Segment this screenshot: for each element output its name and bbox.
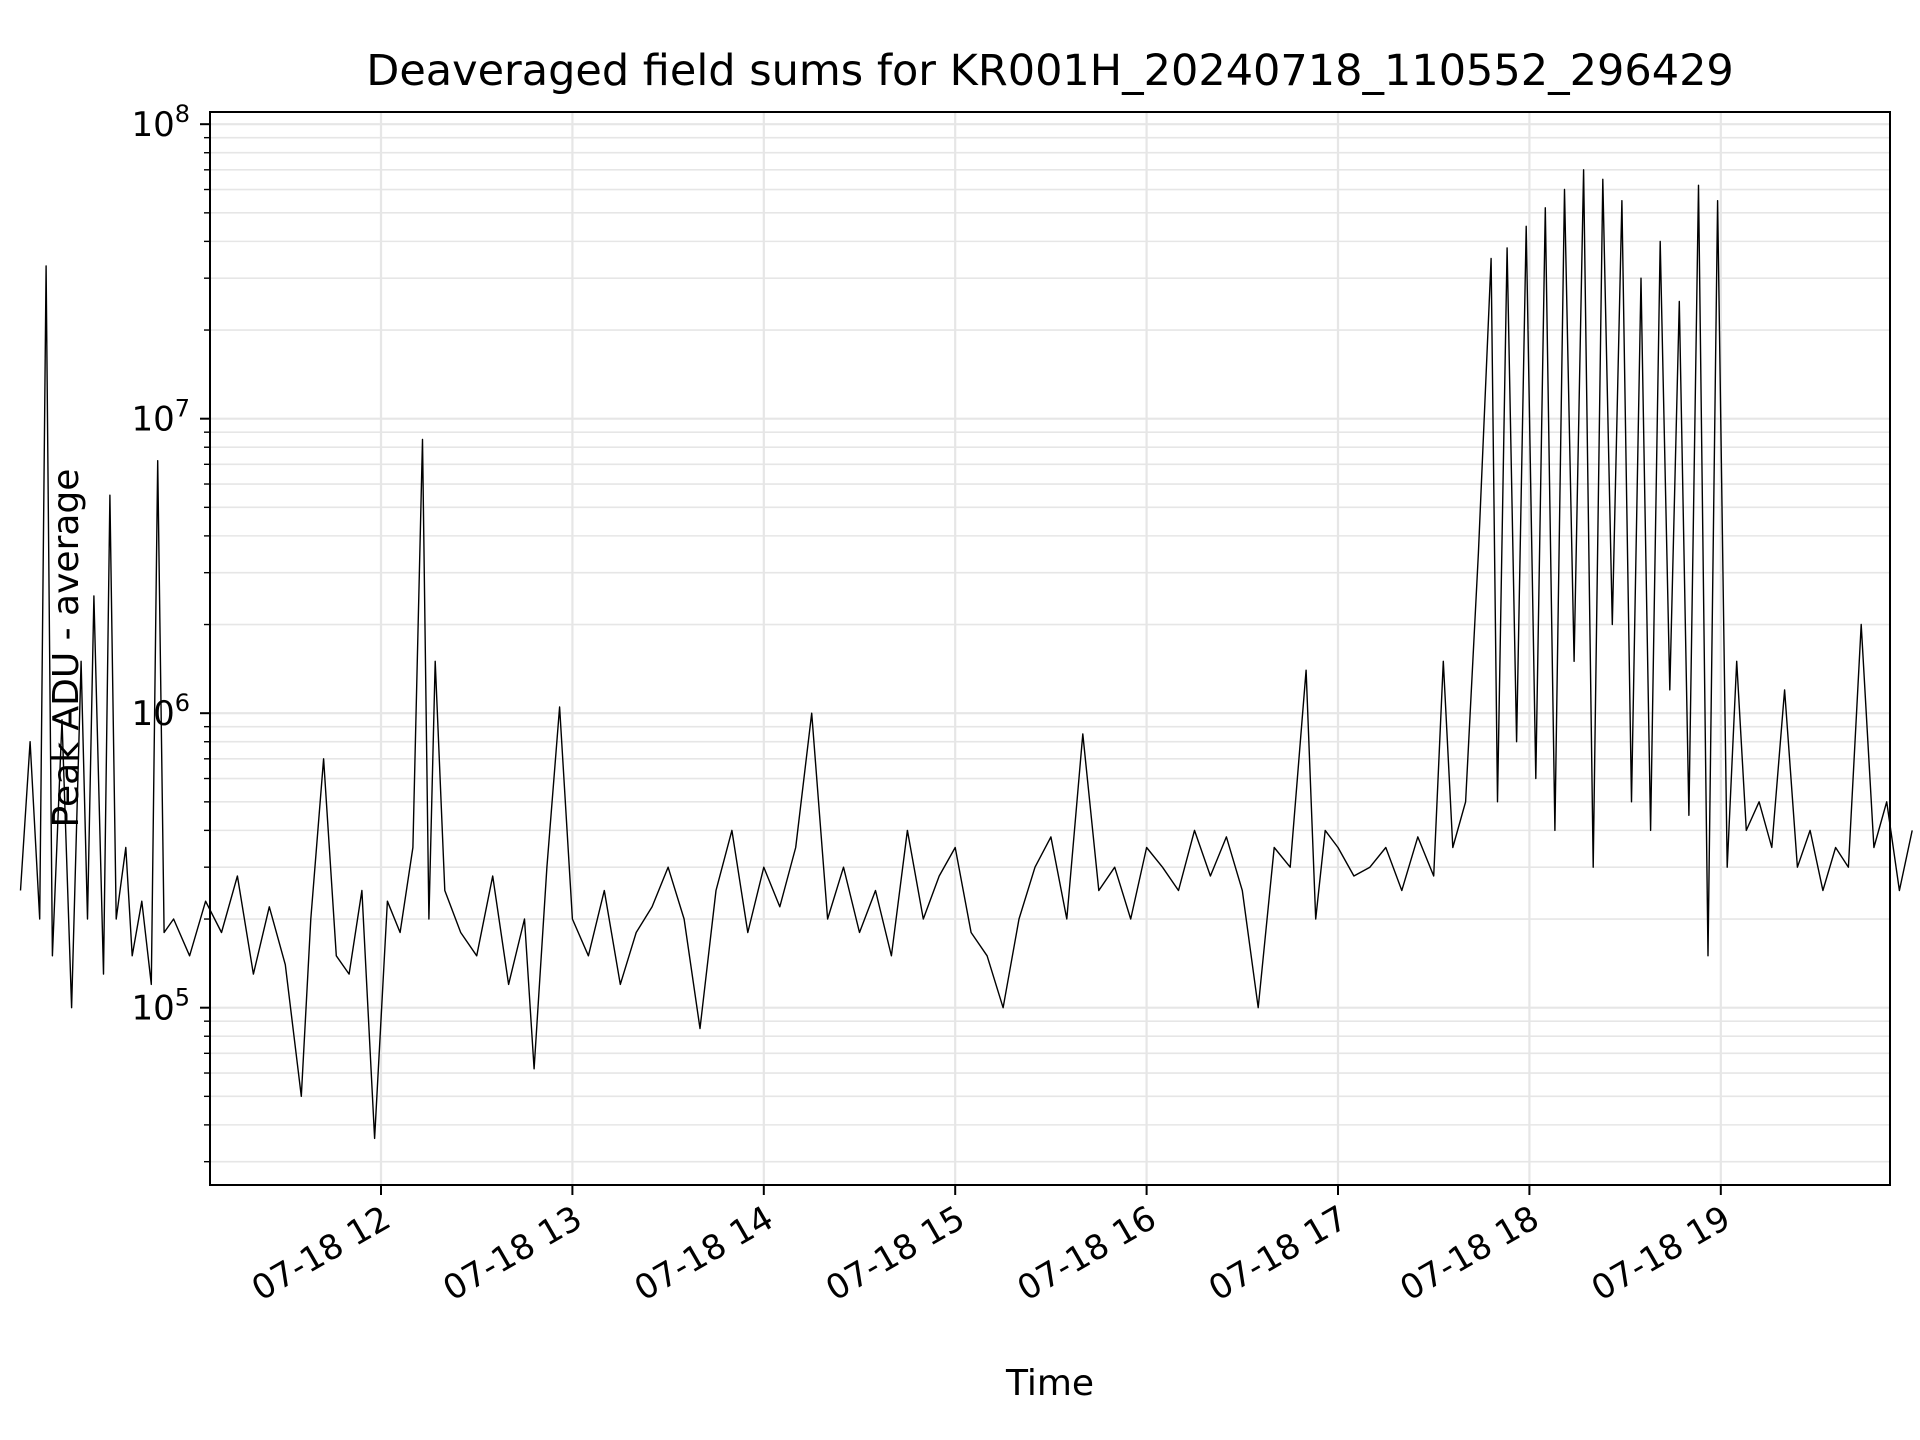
- x-axis-label: Time: [1005, 1363, 1094, 1404]
- data-line: [19, 169, 1913, 1140]
- chart-title: Deaveraged field sums for KR001H_2024071…: [366, 46, 1734, 96]
- data-line-series: [19, 169, 1913, 1140]
- y-axis-label: Peak ADU - average: [46, 469, 87, 828]
- y-tick-label: 108: [131, 100, 190, 145]
- y-tick-label: 105: [131, 984, 190, 1029]
- y-tick-label: 106: [131, 689, 190, 734]
- plot-frame: [209, 111, 1891, 1186]
- y-tick-label: 107: [131, 395, 190, 440]
